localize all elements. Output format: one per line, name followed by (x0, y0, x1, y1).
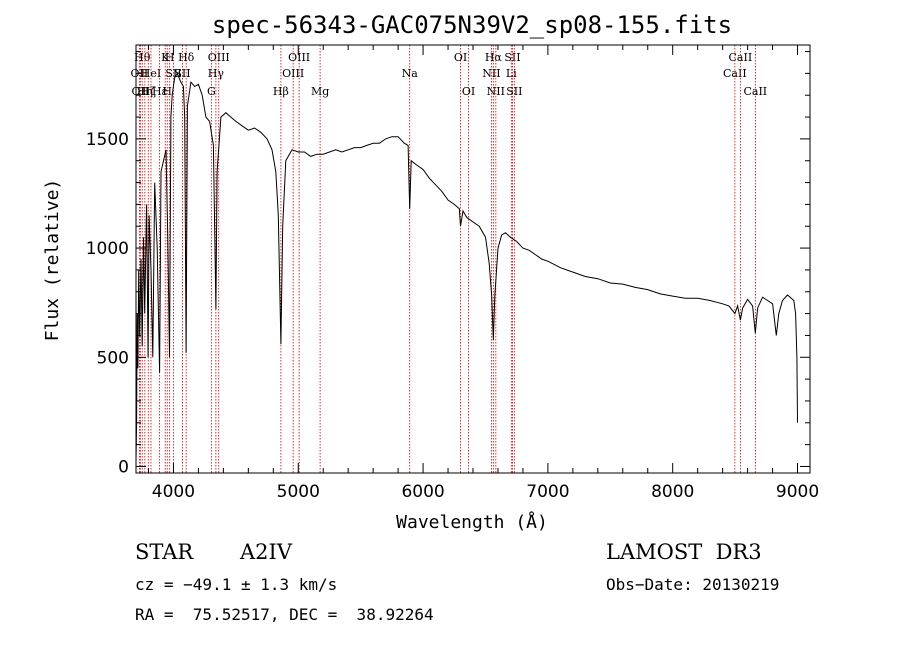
x-tick-label: 7000 (526, 482, 569, 502)
line-label: Na (402, 67, 419, 80)
plot-frame (135, 44, 811, 474)
line-label: OI (454, 51, 467, 64)
redshift-velocity: cz = −49.1 ± 1.3 km/s (135, 575, 338, 594)
spectrum-series-line (135, 72, 798, 463)
line-label: CaII (743, 85, 767, 98)
line-label: CaII (729, 51, 753, 64)
line-label: OIII (282, 67, 304, 80)
line-label: SII (504, 51, 520, 64)
coordinates: RA = 75.52517, DEC = 38.92264 (135, 605, 434, 624)
line-label: HeI (141, 67, 161, 80)
line-label: OI (462, 85, 475, 98)
line-label: Hθ (134, 51, 151, 64)
object-subclass: A2IV (240, 540, 292, 564)
line-label: OIII (288, 51, 310, 64)
line-label: Hδ (178, 51, 195, 64)
line-label: OIII (208, 51, 230, 64)
y-tick-label: 500 (97, 348, 129, 368)
x-axis-label: Wavelength (Å) (396, 511, 548, 533)
line-label: K (161, 51, 170, 64)
x-tick-label: 5000 (277, 482, 320, 502)
line-label: NII (482, 67, 500, 80)
y-tick-label: 0 (118, 457, 129, 477)
line-label: H (162, 85, 172, 98)
survey-name: LAMOST DR3 (606, 540, 762, 564)
x-axis: 4000 5000 6000 7000 8000 9000 (147, 45, 819, 502)
line-label: NII (487, 85, 505, 98)
y-axis: 0 500 1000 1500 (86, 51, 810, 477)
line-label: Hε (152, 85, 168, 98)
x-tick-label: 8000 (651, 482, 694, 502)
x-tick-label: 4000 (152, 482, 195, 502)
y-axis-label: Flux (relative) (42, 179, 63, 342)
x-tick-label: 6000 (401, 482, 444, 502)
line-label: H (165, 51, 175, 64)
line-label: CaII (723, 67, 747, 80)
object-class: STAR (135, 540, 194, 564)
observation-date: Obs−Date: 20130219 (606, 575, 780, 594)
line-label: Hγ (208, 67, 225, 80)
spectral-line-markers: OIIOIIHθHηHζHeIHεKHHSIISIIHδGHγOIIIHβOII… (131, 45, 767, 473)
line-label: SII (165, 67, 181, 80)
line-label: Hα (485, 51, 503, 64)
line-label: Hβ (273, 85, 289, 98)
line-label: SII (506, 85, 522, 98)
y-tick-label: 1500 (86, 130, 129, 150)
chart-title: spec-56343-GAC075N39V2_sp08-155.fits (212, 11, 732, 39)
x-tick-label: 9000 (776, 482, 819, 502)
y-tick-label: 1000 (86, 239, 129, 259)
line-label: Li (506, 67, 517, 80)
line-label: G (207, 85, 216, 98)
line-label: Hζ (140, 85, 156, 98)
line-label: Mg (311, 85, 329, 98)
